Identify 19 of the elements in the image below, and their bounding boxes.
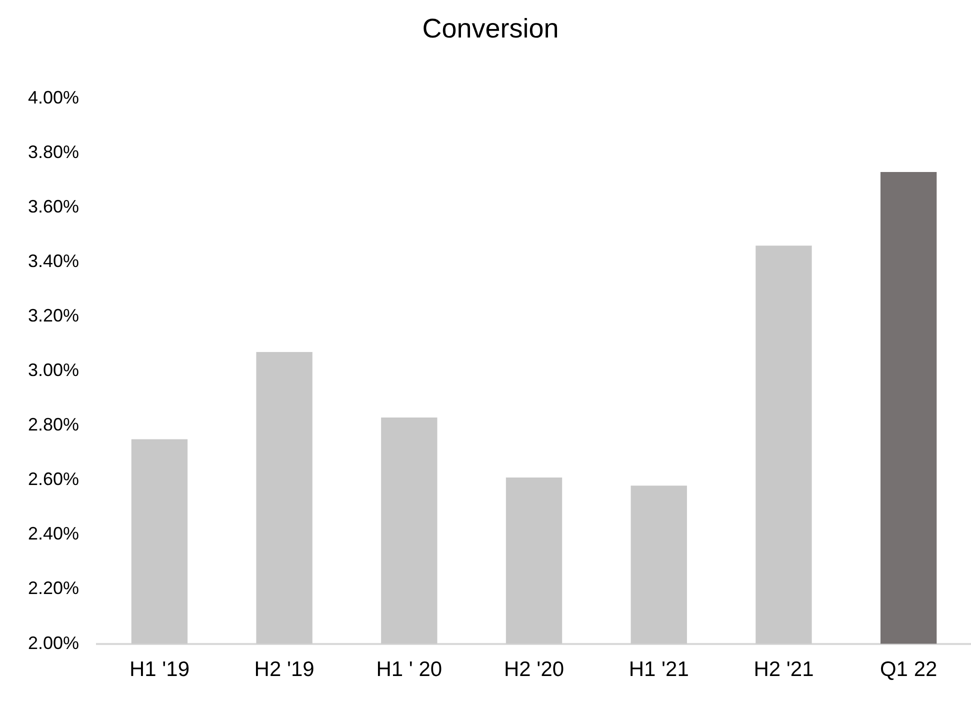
y-tick-label: 4.00%	[28, 87, 80, 108]
y-tick-label: 3.20%	[28, 306, 80, 326]
y-tick-label: 2.40%	[28, 524, 80, 544]
x-tick-label: H1 '19	[129, 658, 190, 682]
y-tick-label: 2.00%	[28, 632, 80, 653]
chart-title: Conversion	[422, 14, 559, 44]
y-tick-label: 2.80%	[28, 414, 80, 435]
y-tick-label: 3.60%	[28, 196, 80, 216]
x-tick-label: H2 '20	[504, 658, 564, 682]
y-tick-label: 3.00%	[28, 360, 80, 380]
x-tick-label: H1 '21	[628, 658, 689, 682]
x-tick-label: H1 ' 20	[376, 658, 442, 682]
y-tick-label: 3.40%	[28, 250, 80, 271]
x-tick-label: H2 '19	[254, 658, 314, 682]
y-tick-label: 2.60%	[28, 469, 80, 490]
x-tick-label: Q1 22	[880, 658, 938, 682]
y-tick-label: 2.20%	[28, 578, 80, 598]
x-tick-label: H2 '21	[754, 658, 814, 682]
y-tick-label: 3.80%	[28, 142, 80, 162]
